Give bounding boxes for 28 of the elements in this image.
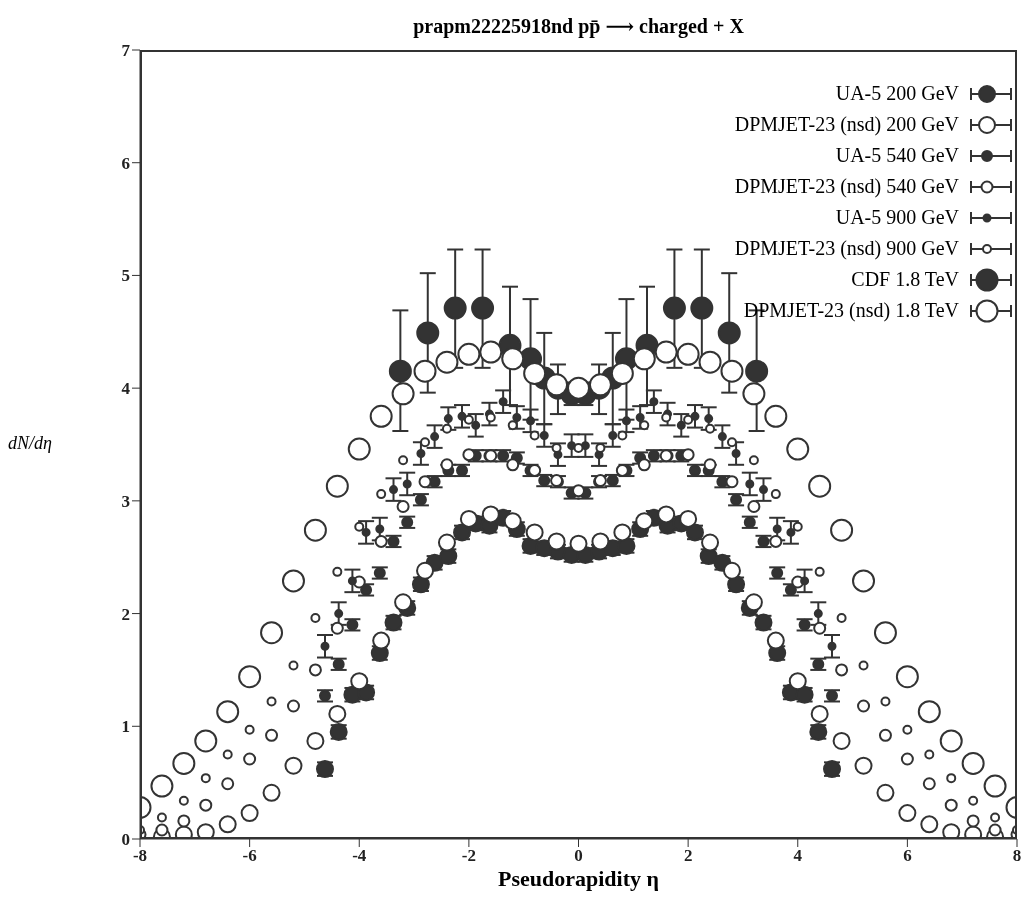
x-tick-label: 8 <box>1012 846 1022 866</box>
legend-label: UA-5 200 GeV <box>835 82 959 105</box>
x-tick-label: -4 <box>352 846 367 866</box>
legend-label: DPMJET-23 (nsd) 200 GeV <box>734 113 959 136</box>
x-tick-label: 2 <box>683 846 693 866</box>
y-tick-label: 6 <box>121 153 130 173</box>
y-tick-label: 1 <box>121 717 130 737</box>
legend-label: DPMJET-23 (nsd) 1.8 TeV <box>743 299 959 322</box>
x-tick-label: 0 <box>574 846 583 866</box>
y-tick-label: 2 <box>121 604 130 624</box>
legend-label: DPMJET-23 (nsd) 900 GeV <box>734 237 959 260</box>
y-tick-label: 3 <box>121 491 130 511</box>
y-axis-title: dN/dη <box>8 432 52 454</box>
x-tick-label: 4 <box>793 846 803 866</box>
x-tick-label: -2 <box>461 846 476 866</box>
y-tick-label: 4 <box>121 379 131 399</box>
legend-label: DPMJET-23 (nsd) 540 GeV <box>734 175 959 198</box>
y-tick-label: 5 <box>121 266 130 286</box>
y-tick-label: 0 <box>121 830 130 850</box>
chart-title: prapm22225918nd pp̄ ⟶ charged + X <box>412 14 745 38</box>
x-tick-label: -8 <box>132 846 148 866</box>
x-tick-label: -6 <box>242 846 257 866</box>
legend-label: UA-5 540 GeV <box>835 144 959 167</box>
x-tick-label: 6 <box>903 846 912 866</box>
legend-label: UA-5 900 GeV <box>835 206 959 229</box>
legend-label: CDF 1.8 TeV <box>851 268 959 291</box>
x-axis-title: Pseudorapidity η <box>497 866 660 892</box>
y-tick-label: 7 <box>121 41 131 61</box>
